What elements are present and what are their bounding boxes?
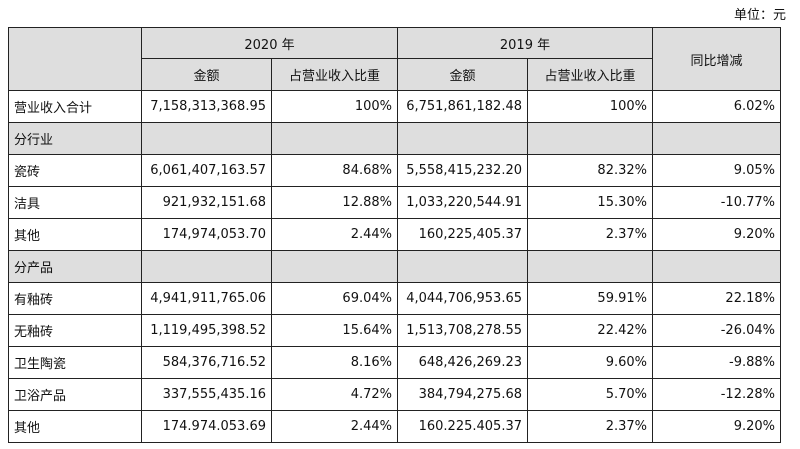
cell-ratio-2019: 5.70% <box>527 378 653 411</box>
header-year-2019: 2019 年 <box>397 27 653 59</box>
row-label: 营业收入合计 <box>8 90 142 123</box>
cell-yoy: 9.05% <box>652 154 781 187</box>
section-row-product: 分产品 <box>8 250 781 283</box>
cell-yoy: -12.28% <box>652 378 781 411</box>
row-label: 有釉砖 <box>8 282 142 315</box>
cell-amount-2019: 5,558,415,232.20 <box>397 154 528 187</box>
section-label-industry: 分行业 <box>8 122 142 155</box>
cell-ratio-2020: 100% <box>271 90 398 123</box>
section-label-product: 分产品 <box>8 250 142 283</box>
cell-amount-2019: 4,044,706,953.65 <box>397 282 528 315</box>
header-year-2020: 2020 年 <box>141 27 398 59</box>
cell-amount-2019: 160.225.405.37 <box>397 410 528 443</box>
cell-yoy: 9.20% <box>652 218 781 251</box>
table-row-total: 营业收入合计 7,158,313,368.95 100% 6,751,861,1… <box>8 90 781 123</box>
row-label: 洁具 <box>8 186 142 219</box>
table-row: 卫浴产品 337,555,435.16 4.72% 384,794,275.68… <box>8 378 781 411</box>
header-row-columns: 金额 占营业收入比重 金额 占营业收入比重 <box>9 58 781 91</box>
cell-amount-2020: 584,376,716.52 <box>141 346 272 379</box>
table-row: 有釉砖 4,941,911,765.06 69.04% 4,044,706,95… <box>8 282 781 315</box>
cell-ratio-2020: 4.72% <box>271 378 398 411</box>
row-label: 瓷砖 <box>8 154 142 187</box>
cell-amount-2019: 1,513,708,278.55 <box>397 314 528 347</box>
cell-amount-2020: 337,555,435.16 <box>141 378 272 411</box>
cell-ratio-2020: 84.68% <box>271 154 398 187</box>
cell-ratio-2019: 15.30% <box>527 186 653 219</box>
table-row: 其他 174.974.053.69 2.44% 160.225.405.37 2… <box>8 410 781 443</box>
cell-ratio-2019: 100% <box>527 90 653 123</box>
table-row: 洁具 921,932,151.68 12.88% 1,033,220,544.9… <box>8 186 781 219</box>
table-row: 瓷砖 6,061,407,163.57 84.68% 5,558,415,232… <box>8 154 781 187</box>
header-yoy: 同比增减 <box>652 27 781 91</box>
cell-ratio-2019: 2.37% <box>527 218 653 251</box>
cell-amount-2020: 174,974,053.70 <box>141 218 272 251</box>
cell-ratio-2020: 2.44% <box>271 218 398 251</box>
cell-amount-2020: 6,061,407,163.57 <box>141 154 272 187</box>
cell-amount-2020: 1,119,495,398.52 <box>141 314 272 347</box>
header-row-years: 2020 年 2019 年 同比增减 <box>8 27 781 91</box>
cell-ratio-2019: 2.37% <box>527 410 653 443</box>
row-label: 卫浴产品 <box>8 378 142 411</box>
cell-yoy: 6.02% <box>652 90 781 123</box>
table-row: 其他 174,974,053.70 2.44% 160,225,405.37 2… <box>8 218 781 251</box>
cell-yoy: 9.20% <box>652 410 781 443</box>
row-label: 卫生陶瓷 <box>8 346 142 379</box>
row-label: 其他 <box>8 218 142 251</box>
row-label: 其他 <box>8 410 142 443</box>
cell-amount-2020: 921,932,151.68 <box>141 186 272 219</box>
cell-yoy: -9.88% <box>652 346 781 379</box>
cell-amount-2020: 174.974.053.69 <box>141 410 272 443</box>
row-label: 无釉砖 <box>8 314 142 347</box>
cell-ratio-2020: 12.88% <box>271 186 398 219</box>
table-row: 卫生陶瓷 584,376,716.52 8.16% 648,426,269.23… <box>8 346 781 379</box>
cell-yoy: 22.18% <box>652 282 781 315</box>
unit-label: 单位：元 <box>733 8 786 23</box>
cell-amount-2020: 4,941,911,765.06 <box>141 282 272 315</box>
cell-yoy: -10.77% <box>652 186 781 219</box>
cell-amount-2019: 648,426,269.23 <box>397 346 528 379</box>
header-amount-2019: 金额 <box>397 58 528 91</box>
section-row-industry: 分行业 <box>8 122 781 155</box>
header-ratio-2019: 占营业收入比重 <box>527 58 653 91</box>
cell-amount-2019: 6,751,861,182.48 <box>397 90 528 123</box>
cell-ratio-2020: 2.44% <box>271 410 398 443</box>
cell-amount-2020: 7,158,313,368.95 <box>141 90 272 123</box>
cell-ratio-2019: 22.42% <box>527 314 653 347</box>
cell-ratio-2020: 8.16% <box>271 346 398 379</box>
cell-ratio-2020: 69.04% <box>271 282 398 315</box>
cell-amount-2019: 1,033,220,544.91 <box>397 186 528 219</box>
header-ratio-2020: 占营业收入比重 <box>271 58 398 91</box>
header-corner <box>8 27 142 91</box>
table-row: 无釉砖 1,119,495,398.52 15.64% 1,513,708,27… <box>8 314 781 347</box>
cell-amount-2019: 160,225,405.37 <box>397 218 528 251</box>
cell-ratio-2019: 9.60% <box>527 346 653 379</box>
cell-amount-2019: 384,794,275.68 <box>397 378 528 411</box>
cell-yoy: -26.04% <box>652 314 781 347</box>
header-amount-2020: 金额 <box>141 58 272 91</box>
cell-ratio-2019: 82.32% <box>527 154 653 187</box>
cell-ratio-2019: 59.91% <box>527 282 653 315</box>
cell-ratio-2020: 15.64% <box>271 314 398 347</box>
revenue-table: 2020 年 2019 年 同比增减 金额 占营业收入比重 金额 占营业收入比重… <box>8 27 781 443</box>
